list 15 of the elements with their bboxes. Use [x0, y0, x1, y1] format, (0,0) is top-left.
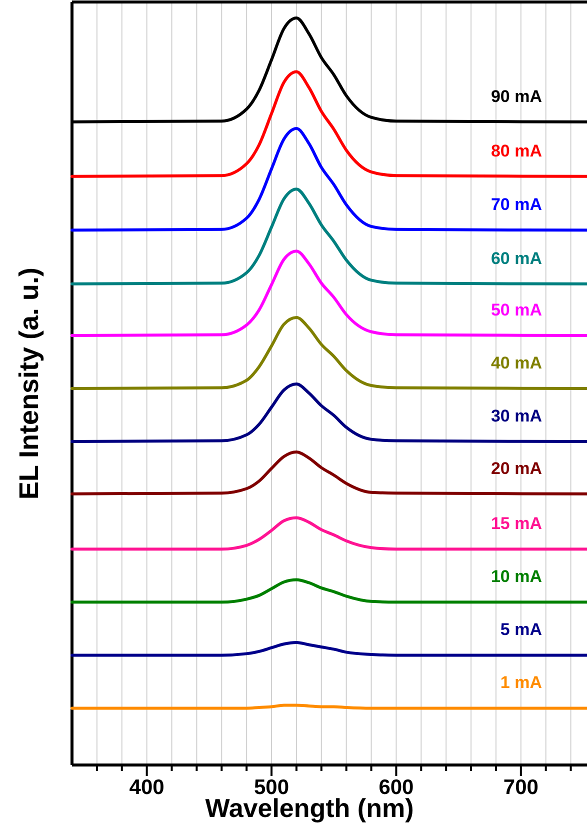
series-label: 20 mA: [490, 458, 542, 478]
series-label: 60 mA: [490, 248, 542, 268]
series-label: 15 mA: [490, 514, 542, 534]
series-label: 90 mA: [490, 86, 542, 106]
series-label: 5 mA: [500, 620, 542, 640]
series-label: 70 mA: [490, 195, 542, 214]
series-label: 10 mA: [490, 567, 542, 586]
series-label: 40 mA: [490, 354, 542, 373]
series-label: 80 mA: [490, 141, 542, 160]
x-tick-label: 700: [503, 776, 538, 799]
y-axis-title: EL Intensity (a. u.): [14, 267, 44, 500]
x-tick-label: 400: [129, 776, 164, 799]
series-label: 30 mA: [490, 406, 542, 426]
series-label: 50 mA: [490, 300, 542, 320]
series-label: 1 mA: [500, 673, 542, 692]
